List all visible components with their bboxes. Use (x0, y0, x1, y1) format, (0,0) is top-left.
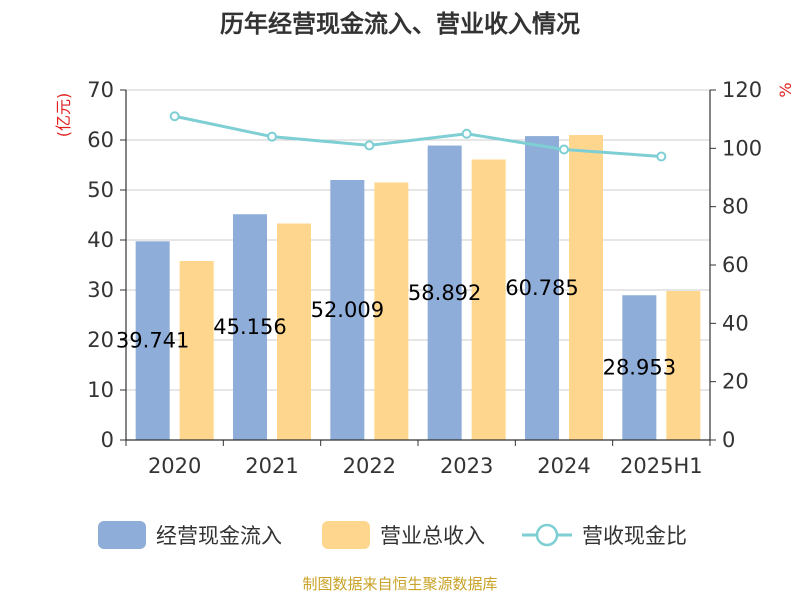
revenue-bar (471, 159, 506, 440)
ratio-point (461, 128, 472, 139)
left-axis-tick-label: 70 (87, 78, 114, 102)
right-axis-tick-label: 120 (722, 78, 762, 102)
inflow-bar (525, 136, 559, 440)
left-axis-tick-label: 60 (87, 128, 114, 152)
left-axis-tick-label: 30 (87, 278, 114, 302)
inflow-bar (427, 145, 462, 441)
inflow-data-label: 45.156 (213, 315, 286, 339)
inflow-bar (330, 180, 365, 440)
left-axis-tick-label: 50 (87, 178, 114, 202)
right-axis-tick-label: 20 (722, 370, 749, 394)
left-axis-unit-label: (亿元) (54, 93, 73, 138)
legend-swatch-ratio-marker (535, 523, 559, 547)
right-axis-tick-label: 0 (722, 428, 735, 452)
left-axis-tick-label: 10 (87, 378, 114, 402)
left-axis-tick-label: 20 (87, 328, 114, 352)
inflow-data-label: 58.892 (408, 281, 481, 305)
legend-swatch-inflow (98, 521, 146, 549)
inflow-data-label: 39.741 (116, 329, 189, 353)
x-axis-tick-label: 2022 (343, 454, 396, 478)
bar-series-group (135, 135, 701, 441)
x-axis-tick-label: 2021 (245, 454, 298, 478)
inflow-bar (622, 295, 657, 440)
ratio-line-group (169, 111, 667, 162)
ratio-point (267, 131, 277, 142)
revenue-bar (666, 291, 701, 440)
x-axis-tick-label: 2023 (440, 454, 493, 478)
legend-label-revenue: 营业总收入 (380, 524, 485, 548)
legend-label-ratio: 营收现金比 (582, 524, 687, 548)
x-axis-tick-label: 2024 (537, 454, 590, 478)
ratio-point (559, 144, 569, 155)
right-axis-tick-label: 100 (722, 136, 762, 160)
right-axis-tick-label: 80 (722, 195, 749, 219)
legend-label-inflow: 经营现金流入 (156, 524, 282, 548)
legend: 经营现金流入 营业总收入 营收现金比 (98, 521, 687, 549)
right-axis-tick-label: 60 (722, 253, 749, 277)
ratio-point (656, 151, 667, 162)
chart-title: 历年经营现金流入、营业收入情况 (220, 10, 580, 38)
inflow-data-label: 60.785 (505, 276, 578, 300)
left-axis-tick-label: 0 (101, 428, 114, 452)
left-axis-tick-label: 40 (87, 228, 114, 252)
ratio-point (169, 111, 180, 122)
ratio-line (174, 114, 662, 158)
inflow-bar (233, 214, 267, 440)
inflow-data-label: 28.953 (603, 356, 676, 380)
revenue-bar (277, 223, 311, 440)
legend-swatch-revenue (322, 521, 370, 549)
source-note: 制图数据来自恒生聚源数据库 (302, 575, 497, 593)
axes: 0 10 20 30 40 50 60 70 0 20 40 60 80 100 120 2020 2021 20… (87, 78, 762, 478)
x-axis-tick-label: 2020 (148, 454, 201, 478)
revenue-bar (374, 182, 409, 440)
data-labels-group: 39.741 45.156 52.009 58.892 60.785 28.953 (116, 276, 676, 380)
inflow-data-label: 52.009 (311, 298, 384, 322)
right-axis-tick-label: 40 (722, 311, 749, 335)
ratio-point (364, 140, 375, 151)
x-axis-tick-label: 2025H1 (620, 454, 703, 478)
inflow-bar (135, 241, 170, 440)
revenue-bar (569, 135, 603, 440)
revenue-bar (179, 261, 214, 440)
right-axis-unit-label: % (776, 82, 795, 97)
gridlines (126, 89, 710, 441)
